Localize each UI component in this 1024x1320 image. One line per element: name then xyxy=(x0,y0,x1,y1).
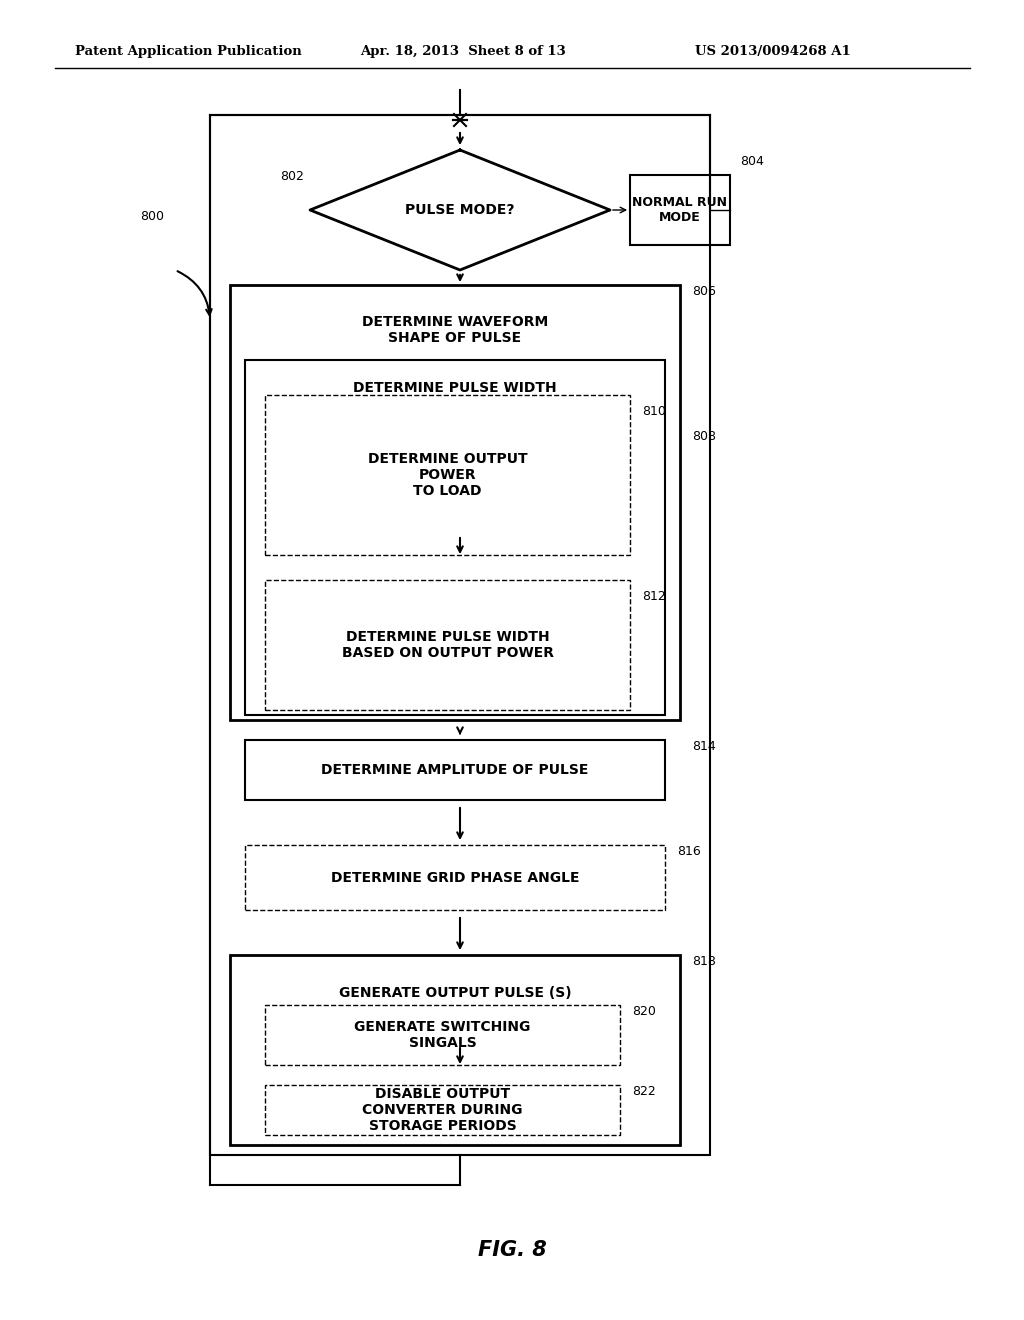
Text: Patent Application Publication: Patent Application Publication xyxy=(75,45,302,58)
Text: DETERMINE WAVEFORM
SHAPE OF PULSE: DETERMINE WAVEFORM SHAPE OF PULSE xyxy=(361,315,548,345)
Text: 802: 802 xyxy=(280,170,304,183)
Text: GENERATE OUTPUT PULSE (S): GENERATE OUTPUT PULSE (S) xyxy=(339,986,571,1001)
Text: 800: 800 xyxy=(140,210,164,223)
Text: FIG. 8: FIG. 8 xyxy=(477,1239,547,1261)
Text: PULSE MODE?: PULSE MODE? xyxy=(406,203,515,216)
Text: GENERATE SWITCHING
SINGALS: GENERATE SWITCHING SINGALS xyxy=(354,1020,530,1051)
Text: DISABLE OUTPUT
CONVERTER DURING
STORAGE PERIODS: DISABLE OUTPUT CONVERTER DURING STORAGE … xyxy=(362,1086,522,1133)
Bar xyxy=(230,954,680,1144)
Text: 804: 804 xyxy=(740,154,764,168)
Text: DETERMINE PULSE WIDTH
BASED ON OUTPUT POWER: DETERMINE PULSE WIDTH BASED ON OUTPUT PO… xyxy=(341,630,554,660)
Text: DETERMINE AMPLITUDE OF PULSE: DETERMINE AMPLITUDE OF PULSE xyxy=(322,763,589,777)
Text: US 2013/0094268 A1: US 2013/0094268 A1 xyxy=(695,45,851,58)
Bar xyxy=(265,579,630,710)
Bar xyxy=(265,1085,620,1135)
Text: 820: 820 xyxy=(632,1005,656,1018)
Bar xyxy=(245,741,665,800)
Text: 808: 808 xyxy=(692,430,716,444)
Text: DETERMINE OUTPUT
POWER
TO LOAD: DETERMINE OUTPUT POWER TO LOAD xyxy=(368,451,527,498)
Text: 810: 810 xyxy=(642,405,666,418)
Text: 816: 816 xyxy=(677,845,700,858)
Text: Apr. 18, 2013  Sheet 8 of 13: Apr. 18, 2013 Sheet 8 of 13 xyxy=(360,45,565,58)
Text: DETERMINE PULSE WIDTH: DETERMINE PULSE WIDTH xyxy=(353,381,557,395)
Bar xyxy=(630,176,730,246)
Bar xyxy=(245,360,665,715)
Bar xyxy=(210,115,710,1155)
Bar xyxy=(265,395,630,554)
Text: 814: 814 xyxy=(692,741,716,752)
Text: NORMAL RUN
MODE: NORMAL RUN MODE xyxy=(633,195,727,224)
Text: 822: 822 xyxy=(632,1085,655,1098)
Bar xyxy=(230,285,680,719)
Bar xyxy=(245,845,665,909)
Text: 806: 806 xyxy=(692,285,716,298)
Text: 812: 812 xyxy=(642,590,666,603)
Text: DETERMINE GRID PHASE ANGLE: DETERMINE GRID PHASE ANGLE xyxy=(331,870,580,884)
Text: 818: 818 xyxy=(692,954,716,968)
Bar xyxy=(265,1005,620,1065)
